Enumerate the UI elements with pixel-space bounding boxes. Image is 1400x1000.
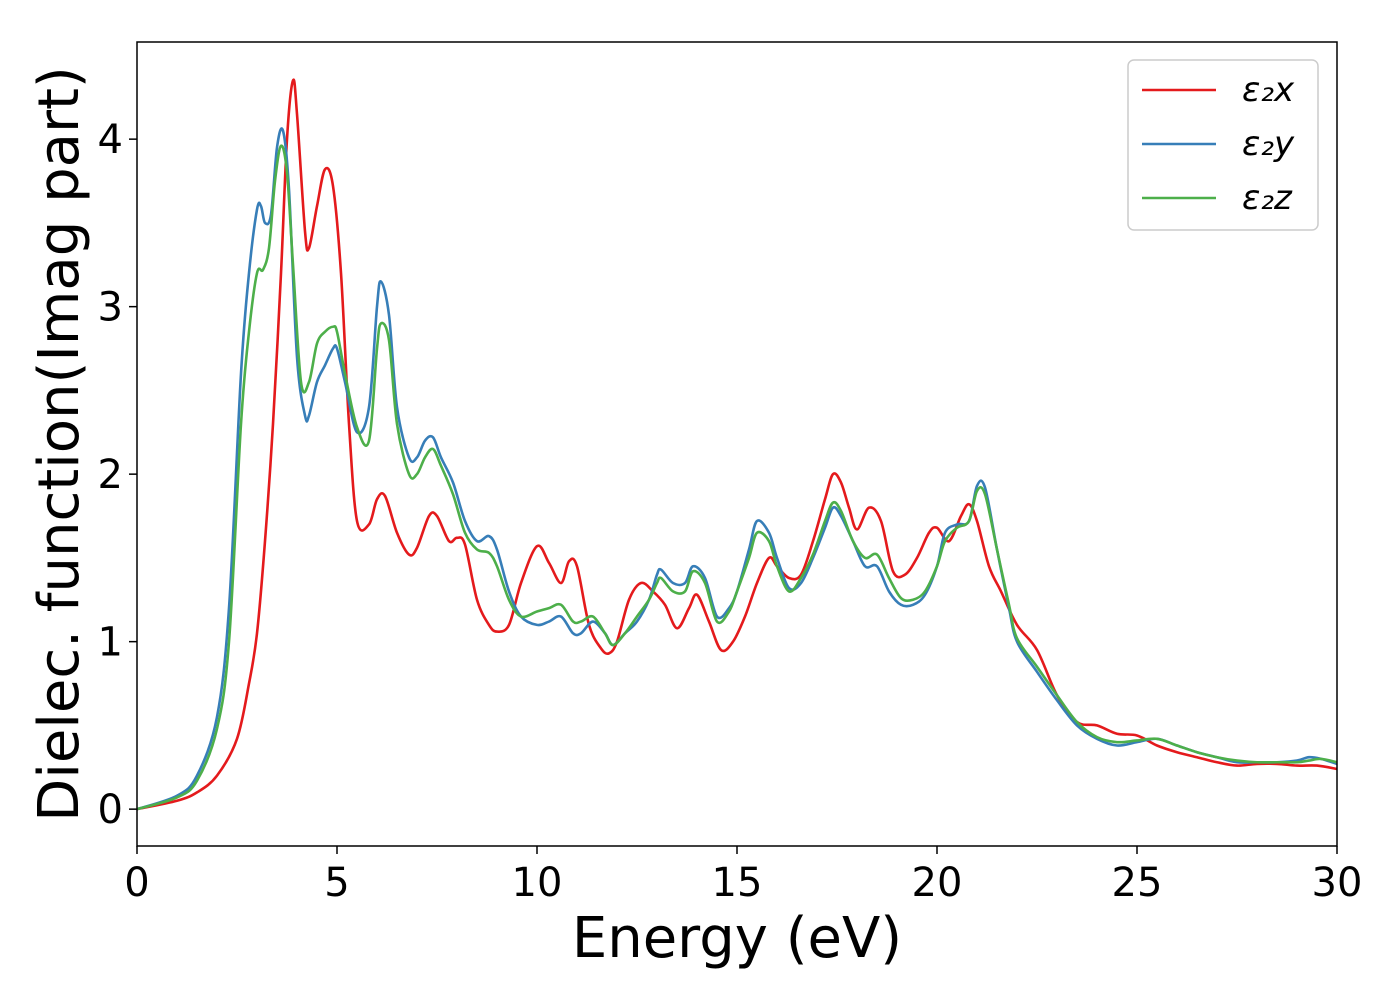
x-tick-label: 30 — [1312, 860, 1363, 906]
x-tick-label: 20 — [912, 860, 963, 906]
series-line-0 — [136, 78, 1338, 811]
x-tick-label: 10 — [512, 860, 563, 906]
x-axis-title: Energy (eV) — [572, 906, 902, 971]
series-line-2 — [136, 144, 1338, 811]
x-axis: 0 5 10 15 20 25 30 — [124, 846, 1362, 906]
legend-label: ε₂z — [1242, 178, 1293, 218]
series-layer — [136, 78, 1338, 811]
legend: ε₂x ε₂y ε₂z — [1127, 59, 1319, 231]
x-tick-label: 25 — [1112, 860, 1163, 906]
y-tick-label: 3 — [98, 285, 123, 331]
x-tick-label: 15 — [712, 860, 763, 906]
y-tick-label: 4 — [98, 117, 123, 163]
legend-label: ε₂y — [1242, 124, 1295, 164]
legend-items: ε₂x ε₂y ε₂z — [1142, 70, 1295, 218]
y-tick-label: 1 — [98, 620, 123, 666]
y-tick-label: 0 — [98, 787, 123, 833]
x-tick-label: 0 — [124, 860, 149, 906]
legend-label: ε₂x — [1242, 70, 1295, 110]
legend-box — [1127, 59, 1319, 231]
y-tick-label: 2 — [98, 452, 123, 498]
x-tick-label: 5 — [324, 860, 349, 906]
y-axis: 0 1 2 3 4 — [98, 117, 137, 833]
y-axis-title: Dielec. function(Imag part) — [27, 66, 92, 822]
